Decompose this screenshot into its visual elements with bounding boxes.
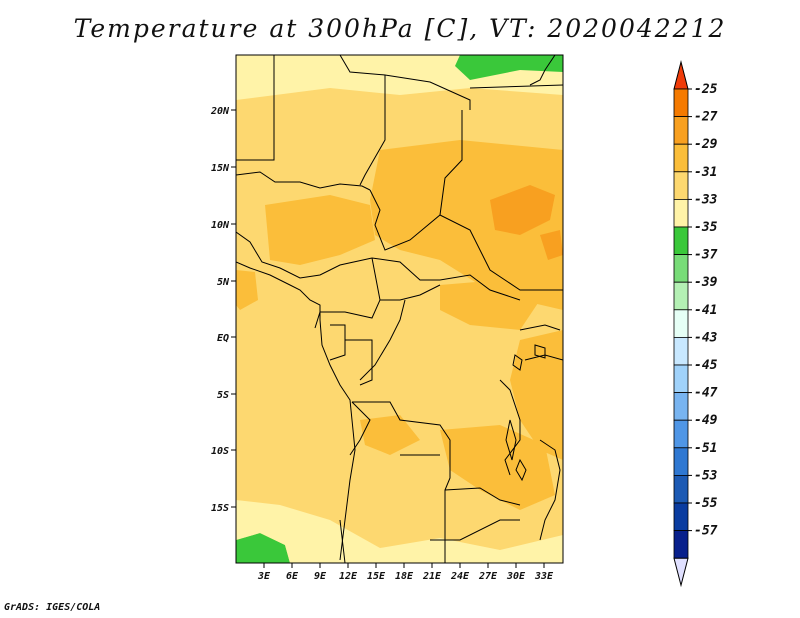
- lat-label: 5S: [217, 390, 229, 401]
- latitude-axis: 20N 15N 10N 5N EQ 5S 10S 15S: [210, 106, 236, 514]
- colorbar-label: -49: [694, 413, 718, 428]
- lat-label: EQ: [217, 333, 229, 344]
- lat-label: 15S: [211, 503, 229, 514]
- colorbar-label: -43: [694, 330, 718, 345]
- colorbar-swatch: [673, 336, 689, 366]
- field-31-coast: [236, 270, 258, 310]
- lon-label: 24E: [450, 571, 470, 582]
- map-panel: [236, 55, 563, 563]
- colorbar-swatch: [673, 171, 689, 200]
- field-29-east: [540, 230, 563, 260]
- colorbar-swatch: [673, 364, 689, 394]
- colorbar-top-arrow: [673, 60, 689, 90]
- field-31-central: [440, 280, 540, 330]
- colorbar-label: -55: [694, 496, 718, 511]
- colorbar-label: -53: [694, 468, 718, 483]
- lon-label: 15E: [367, 571, 386, 582]
- colorbar-swatch: [673, 116, 689, 145]
- field-31-west: [265, 195, 375, 265]
- lat-label: 15N: [211, 163, 230, 174]
- colorbar-label: -57: [694, 524, 718, 539]
- colorbar-label: -31: [694, 165, 717, 180]
- lon-label: 18E: [395, 571, 414, 582]
- colorbar-swatch: [673, 254, 689, 283]
- field-31-east: [510, 330, 563, 460]
- colorbar-label: -47: [694, 386, 718, 401]
- colorbar-label: -41: [694, 303, 717, 318]
- grads-credit: GrADS: IGES/COLA: [4, 602, 101, 613]
- lon-label: 21E: [422, 571, 442, 582]
- colorbar-swatch: [673, 281, 689, 311]
- colorbar-label: -27: [694, 110, 718, 125]
- map-frame: [235, 54, 564, 564]
- field-31-southeast: [440, 425, 555, 510]
- colorbar-swatch: [673, 447, 689, 476]
- colorbar-swatch: [673, 530, 689, 559]
- lat-label: 5N: [217, 277, 230, 288]
- country-borders: [236, 55, 563, 563]
- colorbar-swatch: [673, 226, 689, 256]
- lat-label: 10N: [211, 220, 230, 231]
- field-35-south: [236, 500, 563, 563]
- colorbar-label: -39: [694, 275, 718, 290]
- colorbar-label: -33: [694, 192, 718, 207]
- field-37-north: [455, 55, 563, 80]
- longitude-axis: 3E 6E 9E 12E 15E 18E 21E 24E 27E 30E 33E: [257, 563, 554, 582]
- colorbar-swatch: [673, 502, 689, 532]
- lat-label: 20N: [210, 106, 230, 117]
- field-31-angola: [360, 415, 420, 455]
- field-37-south: [236, 533, 290, 563]
- colorbar-label: -51: [694, 441, 717, 456]
- colorbar-swatch: [673, 392, 689, 421]
- lon-label: 12E: [339, 571, 358, 582]
- lat-label: 10S: [211, 446, 229, 457]
- colorbar: -25 -27 -29 -31 -33 -35 -37 -39 -41 -43 -45 -47 -49 -…: [673, 60, 718, 588]
- colorbar-label: -25: [694, 82, 718, 97]
- colorbar-swatch: [673, 474, 689, 504]
- colorbar-label: -45: [694, 358, 718, 373]
- colorbar-swatch: [673, 309, 689, 338]
- field-31-northeast: [370, 140, 563, 310]
- colorbar-label: -35: [694, 220, 718, 235]
- colorbar-swatch: [673, 419, 689, 449]
- colorbar-swatch: [673, 143, 689, 173]
- lon-label: 33E: [534, 571, 554, 582]
- lon-label: 9E: [314, 571, 327, 582]
- colorbar-swatch: [673, 198, 689, 228]
- colorbar-bottom-arrow: [673, 557, 689, 588]
- colorbar-label: -29: [694, 137, 718, 152]
- lon-label: 27E: [478, 571, 498, 582]
- field-29-sudan: [490, 185, 555, 235]
- lon-label: 30E: [506, 571, 526, 582]
- map-title: Temperature at 300hPa [C], VT: 202004221…: [73, 14, 727, 43]
- colorbar-swatch: [673, 88, 689, 118]
- colorbar-label: -37: [694, 248, 718, 263]
- lon-label: 3E: [257, 571, 271, 582]
- lon-label: 6E: [286, 571, 299, 582]
